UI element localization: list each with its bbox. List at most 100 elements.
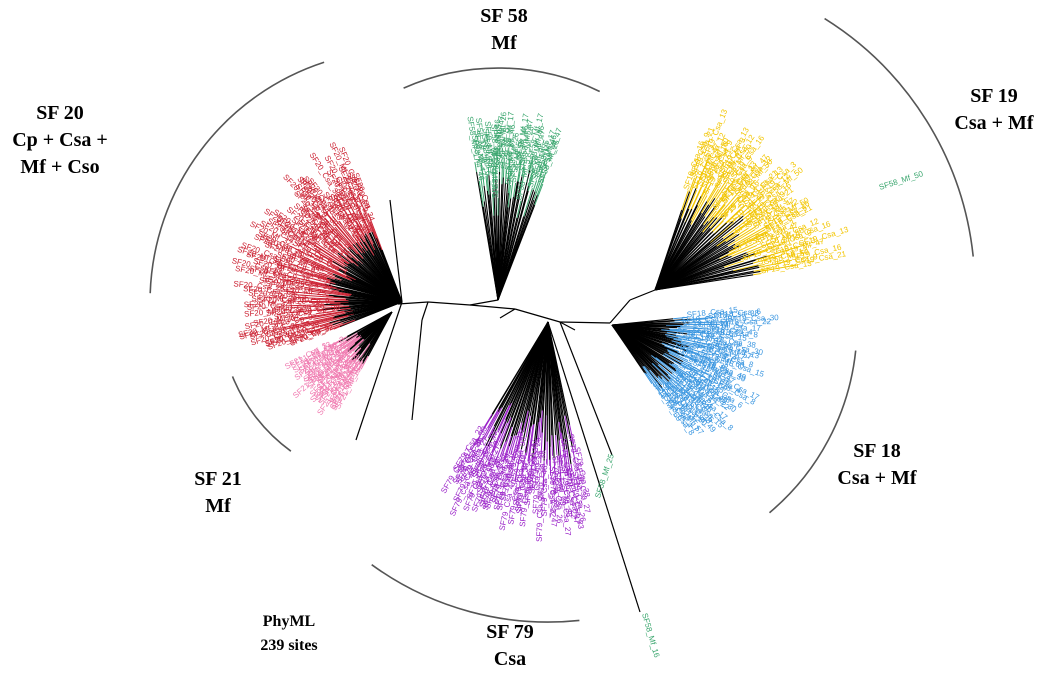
- leaf-stub: [687, 350, 715, 361]
- leaf-stub: [691, 180, 705, 210]
- long-branch: [547, 321, 641, 613]
- branch: [497, 204, 536, 301]
- leaf-stub: [343, 334, 362, 349]
- leaf-stub: [710, 225, 732, 244]
- leaf-stub: [492, 194, 495, 216]
- leaf-stub: [733, 222, 749, 234]
- leaf-label: SF79_Csa_22: [548, 466, 558, 518]
- sf20-subtitle-2: Mf + Cso: [20, 156, 99, 178]
- leaf-stub: [279, 278, 331, 289]
- leaf-stub: [511, 422, 523, 462]
- leaf-stub: [530, 457, 534, 477]
- leaf-stub: [328, 237, 352, 259]
- leaf-label: SF58_Mf_17: [481, 128, 494, 175]
- leaf-stub: [661, 329, 693, 334]
- sf21-clade: [327, 311, 393, 378]
- leaf-stub: [491, 419, 507, 453]
- sf79-clade: [470, 321, 576, 491]
- method-label: PhyML: [263, 613, 315, 630]
- backbone-edge: [559, 321, 611, 324]
- leaf-stub: [703, 195, 726, 225]
- backbone-edge: [499, 308, 516, 319]
- leaf-stub: [681, 363, 714, 383]
- leaf-stub: [487, 426, 495, 439]
- leaf-stub: [746, 241, 773, 254]
- leaf-label: SF18_Csa_6: [714, 307, 762, 319]
- branch: [654, 274, 754, 291]
- branch: [381, 249, 403, 303]
- leaf-stub: [683, 355, 698, 363]
- leaf-stub: [358, 363, 363, 371]
- leaf-stub: [522, 410, 529, 433]
- leaf-stub: [564, 449, 569, 474]
- leaf-label: SF20_Mf_25: [244, 305, 291, 318]
- leaf-stub: [347, 358, 355, 367]
- leaf-stub: [334, 226, 364, 259]
- leaf-label: SF79_Csa_38: [537, 450, 547, 502]
- leaf-label: SF79_Csa_33: [527, 442, 540, 494]
- leaf-stub: [674, 318, 709, 322]
- sf19-clade: [654, 157, 801, 291]
- leaf-stub: [529, 158, 534, 171]
- leaf-stub: [360, 355, 369, 370]
- leaf-stub: [293, 294, 346, 299]
- leaf-stub: [666, 331, 677, 335]
- backbone-edge: [469, 304, 516, 310]
- sf18-title: SF 18: [853, 440, 901, 462]
- leaf-stub: [480, 445, 487, 457]
- leaf-stub: [700, 180, 710, 197]
- sf18-clade: [611, 316, 728, 401]
- leaf-stub: [682, 361, 713, 378]
- leaf-stub: [362, 223, 374, 245]
- leaf-stub: [688, 189, 698, 210]
- sf19-title: SF 19: [970, 85, 1018, 107]
- leaf-stub: [669, 352, 692, 365]
- leaf-stub: [346, 274, 356, 281]
- outlier-label: SF58_Mf_16: [640, 612, 661, 659]
- leaf-label: SF20_Csa_1: [247, 300, 295, 311]
- leaf-stub: [325, 295, 334, 297]
- leaf-stub: [536, 171, 547, 196]
- sf58-clade: [474, 157, 547, 301]
- leaf-label: SF20_Mf_32: [244, 299, 291, 310]
- leaf-stub: [500, 426, 513, 461]
- leaf-stub: [732, 229, 766, 248]
- leaf-stub: [645, 373, 664, 398]
- sf20-bracket: [149, 61, 325, 294]
- leaf-stub: [695, 157, 709, 189]
- sf21-bracket: [231, 376, 292, 452]
- leaf-stub: [697, 188, 707, 206]
- leaf-stub: [664, 352, 699, 372]
- leaf-stub: [299, 313, 354, 328]
- backbone-edge: [421, 301, 429, 321]
- leaf-stub: [487, 408, 500, 429]
- leaf-label: SF58_Mf_5: [480, 134, 493, 177]
- sites-label: 239 sites: [260, 637, 317, 654]
- leaf-stub: [727, 229, 756, 247]
- leaf-stub: [300, 322, 330, 332]
- leaf-stub: [470, 418, 491, 451]
- leaf-stub: [758, 263, 765, 267]
- leaf-stub: [734, 225, 757, 241]
- leaf-label: SF20_Csa_: [268, 291, 311, 301]
- leaf-stub: [664, 345, 680, 353]
- leaf-stub: [296, 274, 330, 284]
- leaf-stub: [311, 315, 349, 327]
- sf79-title: SF 79: [486, 621, 534, 643]
- leaf-stub: [331, 248, 339, 254]
- leaf-stub: [326, 212, 354, 245]
- leaf-stub: [712, 220, 724, 232]
- leaf-stub: [501, 161, 503, 185]
- leaf-stub: [502, 435, 512, 463]
- leaf-stub: [738, 230, 767, 247]
- leaf-stub: [570, 464, 573, 472]
- leaf-stub: [719, 250, 736, 260]
- leaf-stub: [742, 209, 752, 217]
- leaf-stub: [340, 307, 351, 311]
- leaf-stub: [667, 349, 680, 356]
- leaf-label: SF18_Csa_4: [706, 325, 754, 337]
- leaf-stub: [492, 169, 495, 190]
- leaf-stub: [560, 432, 567, 469]
- leaf-stub: [304, 248, 347, 273]
